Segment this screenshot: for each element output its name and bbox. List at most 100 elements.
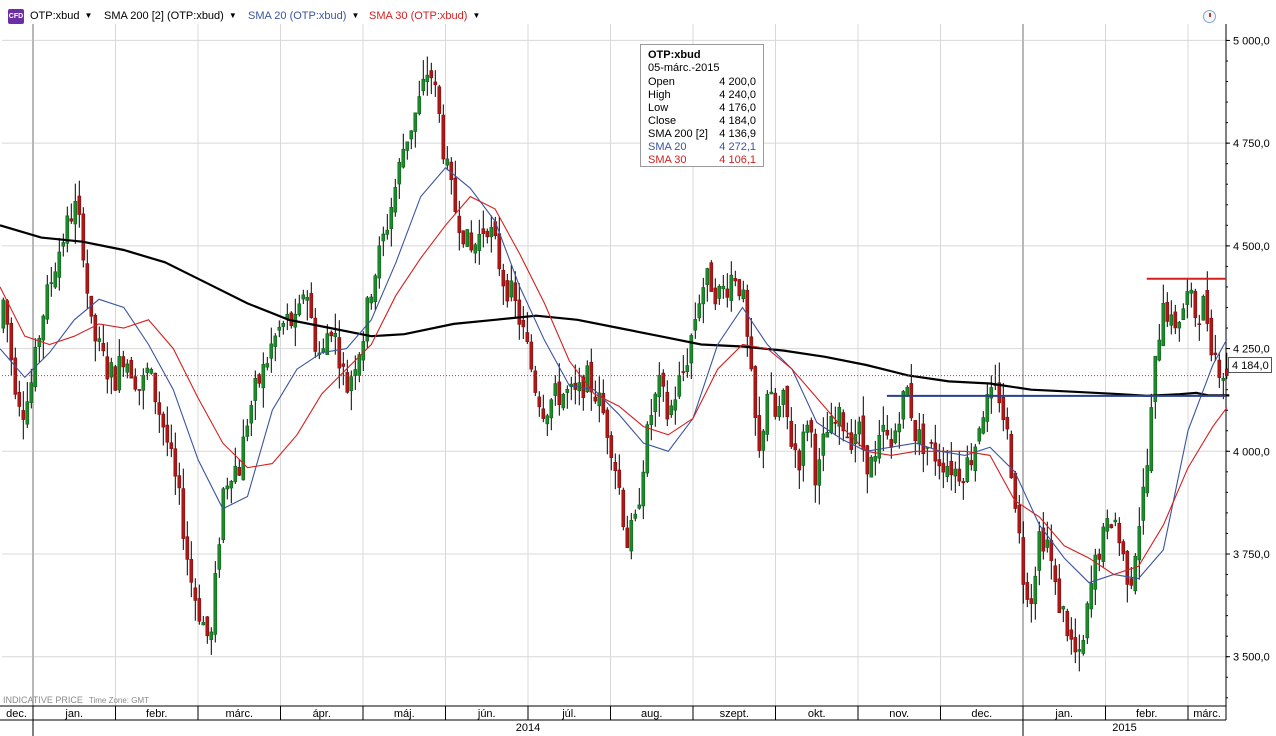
legend-otp-label: OTP:xbud [30, 10, 80, 22]
candle-body-down [841, 412, 846, 432]
candle-body-up [397, 161, 402, 185]
candle [65, 206, 70, 253]
candle [769, 372, 774, 395]
chevron-down-icon[interactable]: ▼ [228, 11, 237, 20]
tooltip-row-sma30: SMA 30 4 106,1 [648, 154, 756, 167]
month-label: jún. [477, 708, 496, 720]
candle [601, 379, 606, 415]
tooltip-date: 05-márc.-2015 [648, 62, 720, 74]
legend-sma200-label: SMA 200 [2] (OTP:xbud) [104, 10, 224, 22]
candle-body-down [429, 70, 434, 79]
candle [329, 330, 334, 343]
candle-body-up [641, 471, 646, 507]
candle [813, 428, 818, 503]
candle-body-up [1189, 289, 1194, 294]
legend-sma30[interactable]: SMA 30 (OTP:xbud) ▼ [369, 10, 480, 22]
year-separator [32, 24, 34, 706]
chart-header: CFD OTP:xbud ▼ SMA 200 [2] (OTP:xbud) ▼ SM… [0, 0, 1276, 24]
candle [845, 422, 850, 439]
candle-body-down [845, 436, 850, 439]
candle-body-up [817, 459, 822, 486]
candle-body-up [269, 343, 274, 359]
legend-otp[interactable]: OTP:xbud ▼ [30, 10, 92, 22]
tooltip-label: High [648, 89, 671, 101]
candle-body-up [821, 433, 826, 456]
candle-body-down [609, 435, 614, 458]
candle-body-up [369, 296, 374, 304]
tooltip-row-close: Close 4 184,0 [648, 115, 756, 128]
candle [533, 365, 538, 396]
month-label: máj. [394, 708, 415, 720]
candle [93, 313, 98, 362]
candlestick-chart[interactable]: 3 500,0 3 750,0 4 000,0 4 250,0 4 500,0 4 750… [0, 24, 1276, 736]
candle-body-up [389, 206, 394, 230]
candle-body-up [109, 362, 114, 378]
candle-body-down [949, 460, 954, 476]
candle [245, 418, 250, 442]
candle-body-down [525, 332, 530, 342]
candle-body-up [985, 394, 990, 422]
candle [377, 236, 382, 289]
tooltip-row-sma20: SMA 20 4 272,1 [648, 141, 756, 154]
plot-area [2, 24, 1226, 706]
candle [977, 426, 982, 445]
candle [585, 360, 590, 393]
candle [817, 447, 822, 505]
candle-body-down [1041, 527, 1046, 552]
candle-body-down [529, 341, 534, 370]
candle [221, 487, 226, 544]
candle [737, 278, 742, 301]
candle-body-up [981, 417, 986, 434]
candle [605, 407, 610, 455]
candle [133, 368, 138, 392]
candle-body-up [145, 367, 150, 373]
candle [785, 385, 790, 430]
candle-body-down [929, 442, 934, 444]
chevron-down-icon[interactable]: ▼ [351, 11, 360, 20]
clock-icon[interactable] [1203, 10, 1216, 23]
candle [973, 443, 978, 482]
candle [97, 326, 102, 352]
x-axis: dec. jan. febr. márc. ápr. máj. jún. júl. aug. sz… [0, 705, 1227, 736]
candle [73, 183, 78, 244]
candle [1181, 303, 1186, 321]
candle [169, 424, 174, 458]
candle [1001, 382, 1006, 432]
candle [117, 339, 122, 393]
legend-sma20[interactable]: SMA 20 (OTP:xbud) ▼ [248, 10, 359, 22]
candle-body-down [13, 357, 18, 395]
candle [661, 369, 666, 402]
candle [1005, 407, 1010, 440]
candle [209, 627, 214, 655]
chevron-down-icon[interactable]: ▼ [84, 11, 93, 20]
candle-body-down [621, 489, 626, 527]
candle-body-up [241, 436, 246, 481]
candle-body-up [201, 622, 206, 626]
candle [1093, 548, 1098, 606]
candle-body-down [1193, 290, 1198, 319]
candle [589, 348, 594, 411]
candle [1037, 521, 1042, 586]
candle-body-down [457, 215, 462, 233]
tooltip-value: 4 200,0 [719, 76, 756, 88]
candle [541, 394, 546, 423]
candle [1161, 284, 1166, 347]
tooltip-label: SMA 200 [2] [648, 128, 708, 140]
candle [1137, 507, 1142, 580]
candle [25, 382, 30, 429]
sma-lines [0, 167, 1230, 584]
candle-body-down [969, 460, 974, 466]
candle-body-up [781, 389, 786, 405]
candle [189, 541, 194, 598]
candle-body-up [1085, 603, 1090, 639]
candle [1021, 521, 1026, 604]
legend-sma200[interactable]: SMA 200 [2] (OTP:xbud) ▼ [104, 10, 237, 22]
chevron-down-icon[interactable]: ▼ [472, 11, 481, 20]
candle-body-down [661, 372, 666, 387]
candle-body-down [589, 361, 594, 393]
candle [641, 460, 646, 520]
candle-body-down [185, 536, 190, 560]
candle-body-down [941, 462, 946, 473]
candle-body-up [1, 299, 6, 329]
candle [653, 392, 658, 427]
